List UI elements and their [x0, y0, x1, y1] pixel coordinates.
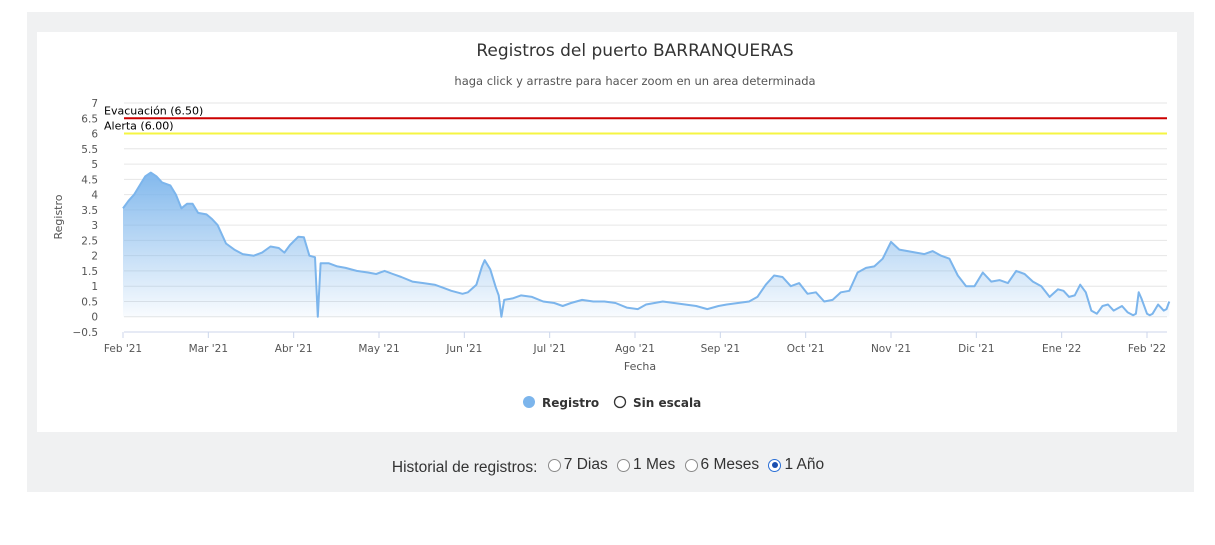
- y-tick-label: 1.5: [81, 266, 98, 278]
- history-option-1-mes[interactable]: 1 Mes: [617, 456, 675, 474]
- y-tick-label: 0: [91, 312, 98, 324]
- x-tick-label: Oct '21: [787, 343, 825, 355]
- x-tick-label: Feb '21: [104, 343, 142, 355]
- series-area-fill[interactable]: [123, 172, 1170, 317]
- y-tick-label: 2.5: [81, 235, 98, 247]
- x-axis-title: Fecha: [624, 360, 656, 373]
- x-tick-label: Dic '21: [958, 343, 994, 355]
- plot-line-label: Evacuación (6.50): [104, 104, 203, 117]
- x-axis: Feb '21 Mar '21 Abr '21 May '21 Jun '21 Jul '…: [104, 331, 1167, 355]
- series-area[interactable]: [122, 171, 1171, 318]
- page-panel: Registros del puerto BARRANQUERAS haga c…: [27, 12, 1194, 492]
- history-option-label: 7 Dias: [563, 456, 608, 473]
- y-tick-label: 4: [91, 190, 98, 202]
- x-tick-label: May '21: [358, 343, 399, 355]
- y-tick-label: 5.5: [81, 144, 98, 156]
- y-tick-label: 2: [91, 251, 98, 263]
- history-option-6-meses[interactable]: 6 Meses: [684, 456, 760, 474]
- chart[interactable]: Registros del puerto BARRANQUERAS haga c…: [37, 32, 1177, 432]
- history-option-label: 1 Año: [784, 456, 825, 473]
- radio-1-ano[interactable]: [768, 458, 782, 472]
- x-tick-label: Nov '21: [871, 343, 911, 355]
- x-tick-label: Jun '21: [445, 343, 482, 355]
- history-option-label: 6 Meses: [700, 456, 760, 473]
- series-line-registro[interactable]: [122, 171, 1171, 318]
- x-tick-label: Abr '21: [275, 343, 313, 355]
- x-tick-label: Mar '21: [189, 343, 228, 355]
- chart-subtitle: haga click y arrastre para hacer zoom en…: [454, 74, 815, 88]
- chart-card: Registros del puerto BARRANQUERAS haga c…: [37, 32, 1177, 432]
- radio-1-mes[interactable]: [617, 458, 631, 472]
- y-tick-label: 0.5: [81, 296, 98, 308]
- x-tick-label: Feb '22: [1128, 343, 1166, 355]
- history-label: Historial de registros:: [391, 458, 538, 476]
- history-option-label: 1 Mes: [633, 456, 676, 473]
- y-tick-label: 4.5: [81, 174, 98, 186]
- radio-6-meses[interactable]: [684, 458, 698, 472]
- legend-marker-sin-escala: [613, 395, 627, 409]
- plot-lines: Evacuación (6.50) Alerta (6.00): [104, 104, 1167, 135]
- x-tick-label: Ago '21: [615, 343, 655, 355]
- y-tick-label: 1: [91, 281, 98, 293]
- history-option-7-dias[interactable]: 7 Dias: [547, 456, 608, 474]
- legend-item-registro[interactable]: Registro: [523, 396, 599, 410]
- history-option-1-ano[interactable]: 1 Año: [768, 456, 824, 474]
- x-tick-label: Jul '21: [533, 343, 566, 355]
- legend-item-sin-escala[interactable]: Sin escala: [613, 395, 702, 410]
- chart-title: Registros del puerto BARRANQUERAS: [476, 41, 793, 61]
- legend[interactable]: Registro Sin escala: [523, 395, 702, 410]
- history-selector: Historial de registros: 7 Dias 1 Mes 6 M…: [27, 456, 1194, 477]
- plot-line-label: Alerta (6.00): [104, 120, 174, 133]
- y-tick-label: 7: [91, 98, 98, 110]
- y-tick-label: 6: [91, 129, 98, 141]
- y-axis-title: Registro: [52, 194, 65, 239]
- y-axis-ticks: 7 6.5 6 5.5 5 4.5 4 3.5 3 2.5 2 1.5 1 0.5 0 −0.5: [73, 98, 99, 339]
- x-tick-label: Sep '21: [701, 343, 740, 355]
- y-tick-label: 3.5: [81, 205, 98, 217]
- x-tick-label: Ene '22: [1042, 343, 1081, 355]
- legend-label-sin-escala: Sin escala: [633, 396, 701, 410]
- legend-marker-registro: [523, 396, 535, 408]
- y-tick-label: 5: [91, 159, 98, 171]
- legend-label-registro: Registro: [542, 396, 599, 410]
- radio-7-dias[interactable]: [547, 458, 561, 472]
- y-tick-label: 6.5: [81, 113, 98, 125]
- y-tick-label: −0.5: [73, 327, 99, 339]
- y-tick-label: 3: [91, 220, 98, 232]
